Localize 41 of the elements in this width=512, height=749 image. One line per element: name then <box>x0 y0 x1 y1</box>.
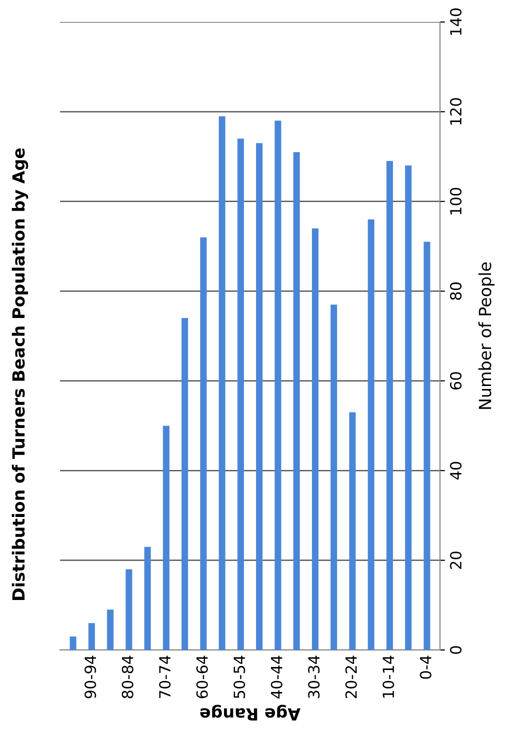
bar <box>330 304 338 650</box>
bar <box>126 569 132 650</box>
y-axis-title: Number of People <box>478 262 495 409</box>
bar <box>182 318 188 650</box>
x-tick-label: 40-44 <box>270 656 282 699</box>
bar <box>162 426 170 650</box>
x-tick-label: 50-54 <box>234 656 246 698</box>
bar <box>386 161 393 650</box>
y-tick-label: 120 <box>450 98 462 125</box>
bar <box>312 228 318 650</box>
y-tick-label: 0 <box>450 646 462 654</box>
y-tick-label: 60 <box>450 372 462 390</box>
bar <box>218 116 226 650</box>
bar <box>349 412 356 650</box>
bar <box>237 138 244 650</box>
x-tick-label: 70-74 <box>159 656 171 698</box>
x-tick-label: 90-94 <box>84 656 96 698</box>
bar <box>200 237 207 650</box>
bar <box>274 120 282 650</box>
x-axis-title: Age Range <box>200 704 300 721</box>
bar <box>293 152 300 650</box>
y-tick-label: 100 <box>450 188 462 214</box>
x-tick-label: 80-84 <box>122 656 134 698</box>
text: Distribution of Turners Beach Population by Age <box>12 148 28 600</box>
bar <box>107 610 114 650</box>
bar <box>88 623 95 650</box>
bar <box>256 143 263 650</box>
x-tick-label: 30-34 <box>308 656 320 698</box>
y-tick-label: 140 <box>450 8 462 35</box>
bar <box>405 166 412 650</box>
y-tick-label: 40 <box>450 462 462 480</box>
bar <box>70 636 76 650</box>
x-tick-label: 60-64 <box>196 656 208 698</box>
y-tick-label: 80 <box>450 282 462 300</box>
y-tick-label: 20 <box>450 552 462 569</box>
x-tick-label: 0-4 <box>420 656 432 679</box>
bar <box>144 546 151 650</box>
bar <box>368 219 374 650</box>
x-tick-label: 20-24 <box>345 656 357 698</box>
x-tick-label: 10-14 <box>382 656 394 698</box>
bar <box>424 242 430 650</box>
